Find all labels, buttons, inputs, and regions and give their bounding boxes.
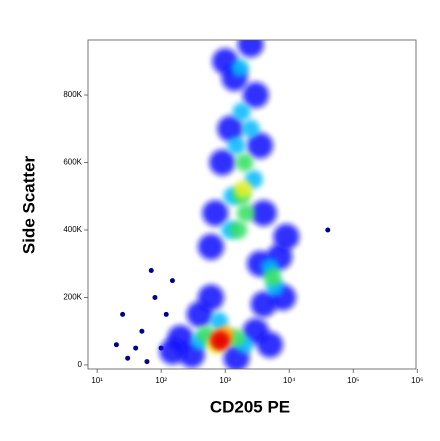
y-tick-label: 800K <box>63 90 82 99</box>
data-point <box>120 311 126 317</box>
data-point <box>250 291 277 318</box>
y-tick-label: 200K <box>63 293 82 302</box>
x-tick-label: 10⁴ <box>283 376 296 385</box>
data-point <box>273 223 300 250</box>
data-point <box>256 331 283 358</box>
data-point <box>169 278 175 284</box>
data-point <box>139 328 145 334</box>
data-point <box>125 355 131 361</box>
data-point <box>197 284 224 311</box>
data-point <box>242 82 269 109</box>
data-point <box>148 267 154 273</box>
data-point <box>197 233 224 260</box>
data-point <box>144 359 150 365</box>
data-point <box>234 180 253 199</box>
data-point <box>163 311 169 317</box>
x-tick-label: 10¹ <box>91 376 103 385</box>
data-point <box>263 268 282 287</box>
y-axis-title: Side Scatter <box>19 155 38 254</box>
x-axis-title: CD205 PE <box>210 397 290 416</box>
x-tick-label: 10² <box>155 376 167 385</box>
data-point <box>247 132 274 159</box>
data-point <box>241 119 260 138</box>
x-tick-label: 10⁶ <box>411 376 423 385</box>
data-point <box>217 115 244 142</box>
plot-frame <box>87 39 417 370</box>
y-tick-label: 0 <box>78 360 83 369</box>
data-point <box>209 312 228 331</box>
x-tick-label: 10⁵ <box>347 376 359 385</box>
data-point <box>209 149 236 176</box>
data-point <box>235 153 254 172</box>
data-point <box>113 342 119 348</box>
data-point <box>232 102 251 121</box>
plot-area <box>113 40 331 369</box>
data-point <box>237 40 264 58</box>
data-point <box>211 332 230 351</box>
data-point <box>133 345 139 351</box>
x-tick-label: 10³ <box>219 376 231 385</box>
data-point <box>227 136 246 155</box>
data-point <box>250 200 277 227</box>
data-point <box>152 294 158 300</box>
data-point <box>236 204 255 223</box>
y-tick-label: 600K <box>63 158 82 167</box>
data-point <box>230 59 249 78</box>
data-point <box>325 227 331 233</box>
y-tick-label: 400K <box>63 225 82 234</box>
data-point <box>159 338 186 365</box>
data-point <box>202 200 229 227</box>
data-point <box>229 220 248 239</box>
